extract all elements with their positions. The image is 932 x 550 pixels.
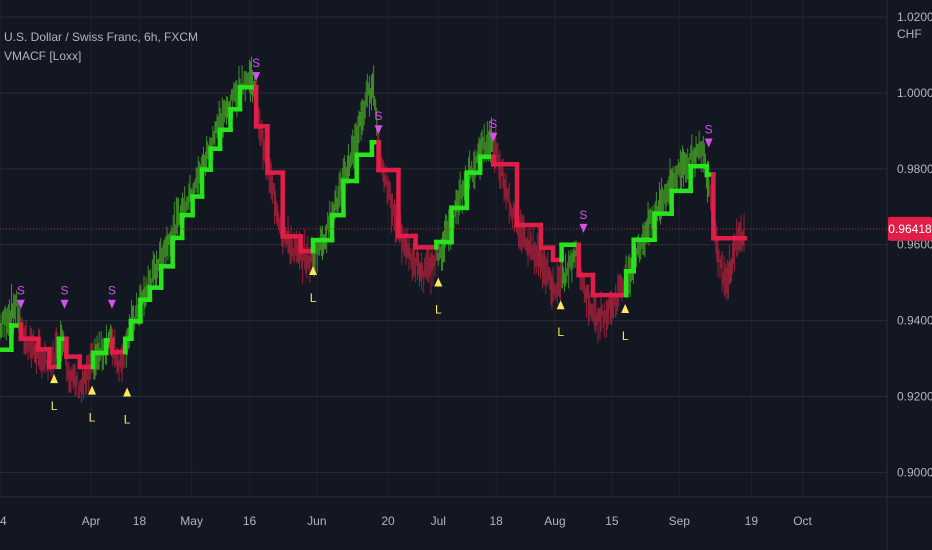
long-signal-marker [309, 266, 318, 276]
long-signal-label: L [622, 329, 629, 343]
short-signal-label: S [489, 117, 497, 131]
x-tick-label: 4 [0, 514, 7, 528]
x-tick-label: Jun [307, 514, 326, 528]
x-tick-label: 18 [133, 514, 147, 528]
short-signal-marker [16, 299, 25, 309]
x-tick-label: 15 [605, 514, 619, 528]
last-price-label: 0.96418 [888, 222, 932, 236]
x-tick-label: Aug [544, 514, 565, 528]
filter-line-layer [0, 85, 747, 370]
x-tick-label: Jul [431, 514, 446, 528]
x-tick-label: 20 [381, 514, 395, 528]
x-tick-label: Apr [82, 514, 101, 528]
y-tick-label: 1.02000 [897, 10, 932, 24]
long-signal-marker [621, 303, 630, 313]
long-signal-marker [88, 385, 97, 395]
long-signal-label: L [435, 302, 442, 316]
x-tick-label: 19 [745, 514, 759, 528]
last-price-label-bg [888, 216, 932, 241]
short-signal-marker [489, 132, 498, 142]
short-signal-label: S [17, 284, 25, 298]
long-signal-label: L [557, 325, 564, 339]
short-signal-marker [107, 299, 116, 309]
short-signal-label: S [61, 284, 69, 298]
y-tick-label: 0.90000 [897, 465, 932, 479]
grid-layer [0, 0, 887, 497]
long-signal-label: L [310, 291, 317, 305]
long-signal-label: L [89, 411, 96, 425]
short-signal-label: S [579, 208, 587, 222]
short-signal-marker [252, 72, 261, 82]
long-signal-marker [434, 277, 443, 287]
long-signal-marker [123, 387, 132, 397]
x-tick-label: 16 [243, 514, 257, 528]
short-signal-marker [704, 138, 713, 148]
currency-label: CHF [897, 27, 922, 41]
x-tick-label: Oct [793, 514, 812, 528]
long-signal-label: L [51, 399, 58, 413]
short-signal-label: S [705, 122, 713, 136]
short-signal-marker [374, 125, 383, 135]
short-signal-label: S [252, 56, 260, 70]
short-signal-marker [60, 299, 69, 309]
short-signal-label: S [375, 109, 383, 123]
x-tick-label: 18 [489, 514, 503, 528]
long-signal-label: L [124, 412, 131, 426]
long-signal-marker [556, 300, 565, 310]
long-signal-marker [50, 374, 59, 384]
short-signal-marker [579, 223, 588, 233]
x-tick-label: May [180, 514, 203, 528]
symbol-title: U.S. Dollar / Swiss Franc, 6h, FXCM [4, 30, 199, 44]
short-signal-label: S [108, 284, 116, 298]
indicator-title[interactable]: VMACF [Loxx] [4, 49, 82, 63]
signals-layer: S L S L S L S L S L S L S L S [17, 56, 713, 426]
x-tick-label: Sep [669, 514, 691, 528]
